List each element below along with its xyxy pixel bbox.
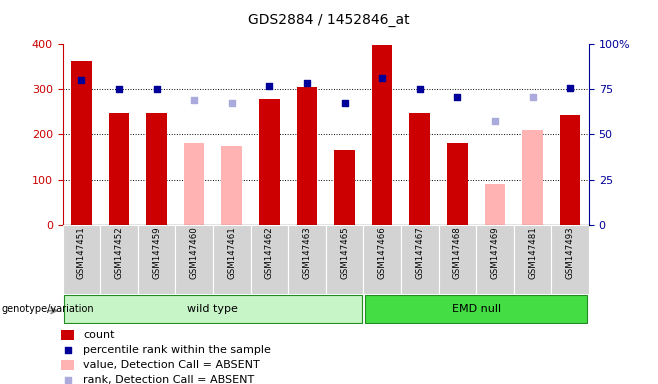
Text: GSM147466: GSM147466 [378, 227, 387, 280]
Text: GDS2884 / 1452846_at: GDS2884 / 1452846_at [248, 13, 410, 27]
Bar [213, 225, 251, 294]
Point [340, 100, 350, 106]
Bar [484, 184, 505, 225]
Point [415, 86, 425, 92]
Text: GSM147465: GSM147465 [340, 227, 349, 280]
Bar [184, 142, 205, 225]
Bar [326, 225, 363, 294]
Bar [522, 130, 543, 225]
Point [226, 100, 237, 106]
Text: EMD null: EMD null [451, 304, 501, 314]
Bar [251, 225, 288, 294]
Bar [551, 225, 589, 294]
Text: rank, Detection Call = ABSENT: rank, Detection Call = ABSENT [84, 375, 255, 384]
Point [114, 86, 124, 92]
Bar [71, 61, 91, 225]
Point [301, 79, 312, 86]
Bar [61, 330, 74, 340]
Bar [63, 225, 100, 294]
Bar [61, 360, 74, 370]
Point [189, 97, 199, 103]
Point [63, 377, 73, 383]
Text: GSM147481: GSM147481 [528, 227, 537, 280]
Bar [560, 115, 580, 225]
Text: GSM147468: GSM147468 [453, 227, 462, 280]
Bar [259, 99, 280, 225]
Point [377, 75, 388, 81]
Bar [288, 225, 326, 294]
Bar [365, 295, 588, 323]
Bar [175, 225, 213, 294]
Text: GSM147461: GSM147461 [227, 227, 236, 280]
Point [63, 347, 73, 353]
Bar [363, 225, 401, 294]
Bar [109, 113, 129, 225]
Bar [447, 142, 468, 225]
Point [452, 94, 463, 100]
Text: GSM147452: GSM147452 [114, 227, 124, 280]
Point [565, 85, 575, 91]
Text: wild type: wild type [188, 304, 238, 314]
Bar [409, 113, 430, 225]
Point [527, 94, 538, 100]
Bar [297, 86, 317, 225]
Text: GSM147451: GSM147451 [77, 227, 86, 280]
Text: GSM147460: GSM147460 [190, 227, 199, 280]
Bar [146, 113, 167, 225]
Text: GSM147463: GSM147463 [303, 227, 311, 280]
Bar [221, 146, 242, 225]
Bar [401, 225, 438, 294]
Text: value, Detection Call = ABSENT: value, Detection Call = ABSENT [84, 360, 260, 370]
Bar [100, 225, 138, 294]
Bar [476, 225, 514, 294]
Bar [138, 225, 175, 294]
Text: GSM147493: GSM147493 [566, 227, 574, 279]
Point [76, 77, 87, 83]
Point [151, 86, 162, 92]
Text: GSM147469: GSM147469 [490, 227, 499, 279]
Text: GSM147467: GSM147467 [415, 227, 424, 280]
Bar [372, 45, 392, 225]
Text: genotype/variation: genotype/variation [1, 304, 94, 314]
Point [264, 83, 274, 89]
Bar [438, 225, 476, 294]
Bar [334, 150, 355, 225]
Text: GSM147462: GSM147462 [265, 227, 274, 280]
Text: count: count [84, 330, 115, 340]
Text: percentile rank within the sample: percentile rank within the sample [84, 345, 271, 355]
Bar [514, 225, 551, 294]
Text: GSM147459: GSM147459 [152, 227, 161, 279]
Point [490, 118, 500, 124]
Bar [64, 295, 362, 323]
